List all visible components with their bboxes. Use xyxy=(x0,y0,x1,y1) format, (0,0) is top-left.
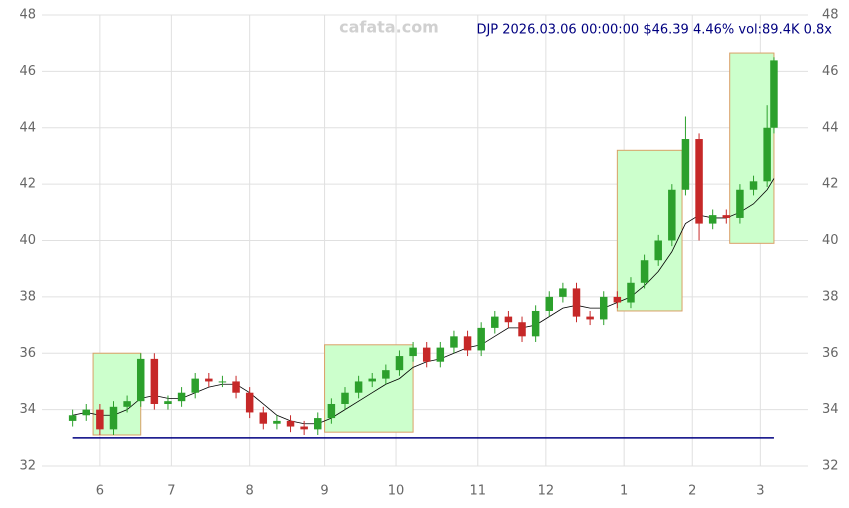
candle-body xyxy=(218,381,227,383)
candle-body xyxy=(191,378,199,393)
candle-body xyxy=(518,322,526,337)
y-tick-label-right: 42 xyxy=(822,177,839,192)
watermark: cafata.com xyxy=(339,18,439,37)
candle-body xyxy=(654,240,662,261)
candle-body xyxy=(259,412,268,424)
candle-body xyxy=(722,215,731,218)
x-tick-label: 6 xyxy=(96,484,104,499)
candle-body xyxy=(463,336,472,351)
candle-body xyxy=(708,215,717,224)
candle-body xyxy=(613,296,622,303)
y-tick-label: 42 xyxy=(19,177,36,192)
candle-body xyxy=(763,127,771,182)
candle-body xyxy=(409,347,417,357)
candle-body xyxy=(681,139,690,190)
candle-body xyxy=(96,409,104,430)
y-tick-label: 38 xyxy=(19,289,36,304)
candle-body xyxy=(545,296,554,311)
x-tick-label: 8 xyxy=(246,484,254,499)
candle-body xyxy=(627,282,635,303)
y-tick-label-right: 32 xyxy=(822,459,839,474)
y-tick-label: 32 xyxy=(19,459,36,474)
candle-body xyxy=(640,260,649,283)
y-tick-label-right: 36 xyxy=(822,346,839,361)
y-tick-label: 44 xyxy=(19,120,36,135)
candle-body xyxy=(150,358,159,404)
y-tick-label-right: 48 xyxy=(822,8,839,23)
candle-body xyxy=(382,370,390,379)
x-tick-label: 10 xyxy=(388,484,405,499)
candle-body xyxy=(177,392,186,402)
y-tick-label-right: 40 xyxy=(822,233,839,248)
candle-body xyxy=(491,316,499,328)
candle-body xyxy=(286,420,295,427)
candle-body xyxy=(770,60,778,128)
candle-body xyxy=(422,347,431,362)
candle-body xyxy=(559,288,567,297)
candle-body xyxy=(327,403,336,419)
x-tick-label: 12 xyxy=(538,484,555,499)
candle-body xyxy=(82,409,91,416)
candle-body xyxy=(477,327,485,351)
candle-body xyxy=(109,406,118,430)
y-tick-label: 40 xyxy=(19,233,36,248)
candle-body xyxy=(572,288,581,317)
x-tick-label: 11 xyxy=(469,484,486,499)
candle-body xyxy=(341,392,349,404)
candle-body xyxy=(450,336,458,348)
candle-body xyxy=(232,381,240,393)
candle-body xyxy=(205,378,213,382)
candle-body xyxy=(273,420,281,424)
chart-title: DJP 2026.03.06 00:00:00 $46.39 4.46% vol… xyxy=(476,23,832,38)
y-tick-label: 46 xyxy=(19,64,36,79)
y-tick-label-right: 34 xyxy=(822,402,839,417)
candle-body xyxy=(245,392,254,413)
candle-body xyxy=(368,378,376,382)
candle-body xyxy=(136,358,145,402)
candle-body xyxy=(314,418,322,430)
candle-body xyxy=(68,415,77,421)
candle-body xyxy=(395,356,404,371)
x-tick-label: 2 xyxy=(688,484,696,499)
candle-body xyxy=(504,316,513,323)
candle-body xyxy=(736,189,744,218)
candle-body xyxy=(300,426,308,430)
x-tick-label: 7 xyxy=(167,484,175,499)
y-tick-label: 36 xyxy=(19,346,36,361)
x-tick-label: 3 xyxy=(756,484,764,499)
y-tick-label: 48 xyxy=(19,8,36,23)
y-tick-label-right: 46 xyxy=(822,64,839,79)
candle-body xyxy=(354,381,363,393)
candle-body xyxy=(749,181,758,190)
candle-body xyxy=(668,189,676,241)
x-tick-label: 9 xyxy=(320,484,328,499)
candle-body xyxy=(531,310,540,337)
candle-body xyxy=(436,347,445,362)
candle-body xyxy=(586,316,594,320)
candle-body xyxy=(695,139,703,224)
candle-body xyxy=(164,401,172,404)
candle-body xyxy=(599,296,608,320)
y-tick-label-right: 38 xyxy=(822,289,839,304)
y-tick-label: 34 xyxy=(19,402,36,417)
y-tick-label-right: 44 xyxy=(822,120,839,135)
x-tick-label: 1 xyxy=(620,484,628,499)
candle-body xyxy=(123,401,131,407)
